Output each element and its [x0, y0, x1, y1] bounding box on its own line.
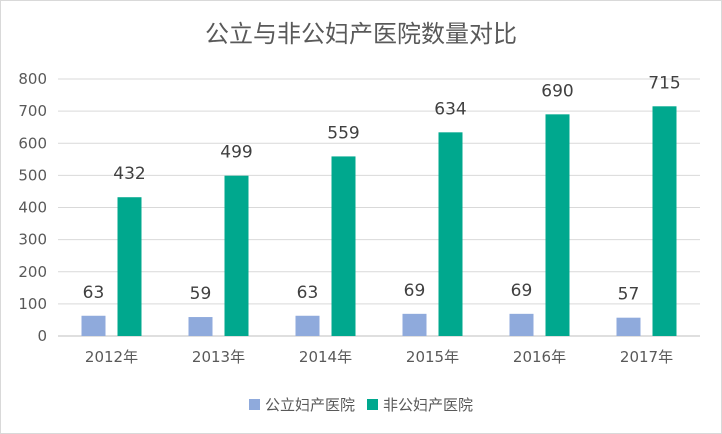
- legend-label: 公立妇产医院: [264, 396, 355, 414]
- data-label: 57: [618, 285, 640, 305]
- legend-item: 公立妇产医院: [248, 394, 355, 415]
- data-label: 690: [541, 81, 573, 101]
- bar-private: [545, 114, 570, 337]
- data-label: 63: [83, 283, 105, 303]
- x-tick-label: 2012年: [85, 348, 138, 366]
- x-tick-label: 2013年: [192, 348, 245, 366]
- x-tick-label: 2016年: [513, 348, 566, 366]
- bar-private: [652, 106, 677, 337]
- data-label: 59: [190, 284, 212, 304]
- data-label: 715: [648, 73, 680, 93]
- y-tick-label: 300: [18, 231, 47, 249]
- y-tick-label: 400: [18, 199, 47, 217]
- data-label: 69: [404, 281, 426, 301]
- bar-private: [438, 132, 463, 336]
- y-tick-label: 700: [18, 102, 47, 120]
- x-tick-label: 2015年: [406, 348, 459, 366]
- data-label: 634: [434, 99, 466, 119]
- bar-public: [402, 313, 427, 336]
- x-tick-label: 2014年: [299, 348, 352, 366]
- legend: 公立妇产医院 非公妇产医院: [0, 394, 722, 415]
- y-tick-label: 200: [18, 263, 47, 281]
- chart-title: 公立与非公妇产医院数量对比: [205, 20, 517, 48]
- data-label: 63: [297, 283, 319, 303]
- bar-public: [188, 317, 213, 336]
- y-tick-label: 800: [18, 70, 47, 88]
- bar-private: [331, 156, 356, 336]
- bar-private: [224, 175, 249, 336]
- y-tick-label: 500: [18, 166, 47, 184]
- bar-private: [117, 197, 142, 336]
- legend-swatch: [367, 399, 378, 410]
- y-tick-label: 600: [18, 134, 47, 152]
- legend-swatch: [248, 399, 260, 410]
- data-label: 559: [327, 123, 359, 143]
- legend-label: 非公妇产医院: [383, 396, 474, 414]
- y-tick-label: 0: [37, 327, 47, 345]
- y-tick-label: 100: [18, 295, 47, 313]
- data-label: 69: [511, 281, 533, 301]
- legend-item: 非公妇产医院: [367, 394, 473, 415]
- bar-public: [295, 315, 320, 336]
- bar-public: [81, 315, 106, 336]
- x-tick-label: 2017年: [620, 348, 673, 366]
- data-label: 432: [113, 164, 145, 184]
- bar-public: [616, 317, 641, 336]
- data-label: 499: [220, 143, 252, 163]
- bar-public: [509, 313, 534, 336]
